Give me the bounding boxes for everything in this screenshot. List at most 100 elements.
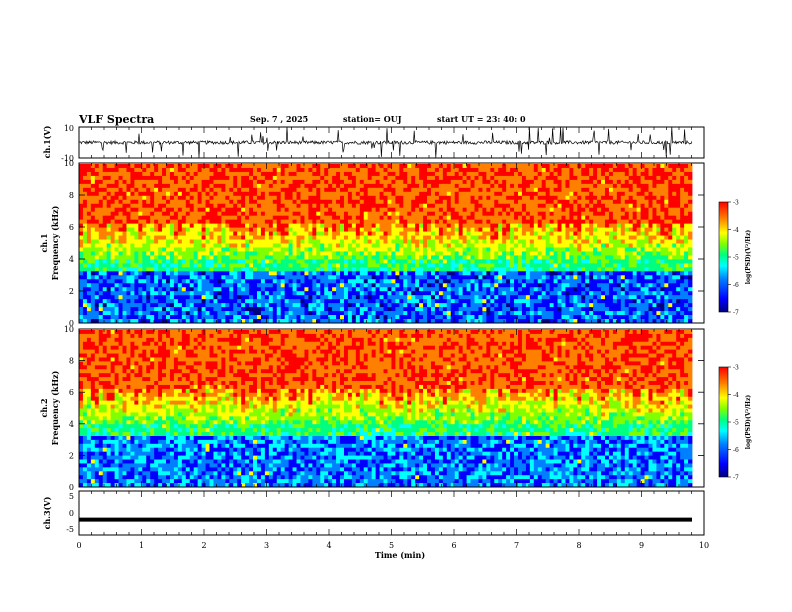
- spectrogram-cell: [660, 283, 665, 288]
- spectrogram-cell: [597, 283, 602, 288]
- spectrogram-cell: [138, 271, 143, 276]
- spectrogram-cell: [462, 271, 467, 276]
- spectrogram-cell: [533, 167, 539, 173]
- spectrogram-cell: [185, 171, 191, 177]
- spectrogram-cell: [514, 263, 519, 268]
- spectrogram-cell: [561, 251, 566, 256]
- spectrogram-cell: [438, 203, 444, 209]
- spectrogram-cell: [612, 271, 618, 276]
- spectrogram-cell: [308, 175, 313, 181]
- spectrogram-cell: [442, 211, 448, 217]
- spectrogram-cell: [343, 215, 349, 221]
- spectrogram-cell: [241, 283, 246, 288]
- spectrogram-cell: [122, 279, 127, 284]
- spectrogram-cell: [557, 267, 562, 272]
- spectrogram-cell: [379, 259, 384, 264]
- spectrogram-cell: [664, 279, 669, 284]
- spectrogram-cell: [395, 227, 400, 232]
- spectrogram-cell: [407, 195, 412, 201]
- spectrogram-cell: [533, 283, 539, 288]
- spectrogram-cell: [510, 247, 515, 252]
- spectrogram-cell: [288, 287, 293, 292]
- spectrogram-cell: [660, 267, 665, 272]
- spectrogram-cell: [379, 175, 384, 181]
- spectrogram-cell: [343, 187, 349, 193]
- spectrogram-cell: [256, 279, 262, 284]
- spectrogram-cell: [415, 267, 420, 272]
- spectrogram-cell: [90, 167, 96, 173]
- spectrogram-cell: [272, 247, 278, 252]
- spectrogram-cell: [668, 164, 673, 169]
- spectrogram-cell: [656, 283, 661, 288]
- spectrogram-cell: [162, 243, 167, 248]
- spectrogram-cell: [545, 255, 551, 260]
- spectrogram-cell: [668, 287, 673, 292]
- spectrogram-cell: [644, 187, 649, 193]
- spectrogram-cell: [166, 211, 171, 217]
- spectrogram-cell: [146, 171, 151, 177]
- spectrogram-cell: [486, 215, 491, 221]
- spectrogram-cell: [343, 231, 349, 236]
- spectrogram-cell: [110, 187, 115, 193]
- spectrogram-cell: [359, 199, 365, 205]
- spectrogram-cell: [94, 203, 100, 209]
- spectrogram-cell: [577, 179, 582, 185]
- spectrogram-cell: [533, 267, 539, 272]
- spectrogram-cell: [79, 263, 84, 268]
- spectrogram-cell: [383, 195, 388, 201]
- spectrogram-cell: [355, 191, 361, 197]
- spectrogram-cell: [82, 275, 88, 280]
- spectrogram-cell: [332, 191, 337, 197]
- spectrogram-cell: [343, 263, 349, 268]
- spectrogram-cell: [126, 167, 131, 173]
- spectrogram-cell: [545, 219, 551, 225]
- spectrogram-cell: [296, 179, 301, 185]
- spectrogram-cell: [525, 259, 531, 264]
- spectrogram-cell: [438, 207, 444, 213]
- spectrogram-cell: [387, 207, 392, 213]
- spectrogram-cell: [126, 223, 131, 229]
- spectrogram-cell: [640, 171, 645, 177]
- spectrogram-cell: [577, 267, 582, 272]
- spectrogram-cell: [280, 231, 286, 236]
- spectrogram-cell: [375, 227, 380, 232]
- spectrogram-cell: [221, 199, 226, 205]
- spectrogram-cell: [126, 207, 131, 213]
- spectrogram-cell: [249, 164, 254, 169]
- spectrogram-cell: [114, 263, 119, 268]
- spectrogram-cell: [324, 231, 329, 236]
- spectrogram-cell: [581, 195, 586, 201]
- spectrogram-cell: [498, 227, 503, 232]
- spectrogram-cell: [478, 263, 483, 268]
- spectrogram-cell: [549, 227, 554, 232]
- spectrogram-cell: [336, 187, 341, 193]
- spectrogram-cell: [624, 179, 630, 185]
- spectrogram-cell: [126, 231, 131, 236]
- spectrogram-cell: [193, 207, 199, 213]
- spectrogram-cell: [676, 275, 681, 280]
- spectrogram-cell: [209, 215, 214, 221]
- spectrogram-cell: [166, 267, 171, 272]
- spectrogram-cell: [502, 243, 507, 248]
- spectrogram-cell: [351, 227, 357, 232]
- spectrogram-cell: [86, 267, 92, 272]
- spectrogram-cell: [181, 291, 187, 296]
- spectrogram-cell: [142, 223, 147, 229]
- spectrogram-cell: [628, 203, 634, 209]
- spectrogram-cell: [462, 247, 467, 252]
- spectrogram-cell: [371, 243, 377, 248]
- spectrogram-cell: [79, 243, 84, 248]
- spectrogram-cell: [684, 287, 689, 292]
- spectrogram-cell: [332, 199, 337, 205]
- spectrogram-cell: [280, 275, 286, 280]
- spectrogram-cell: [336, 231, 341, 236]
- spectrogram-cell: [581, 239, 586, 244]
- spectrogram-cell: [193, 263, 199, 268]
- spectrogram-cell: [628, 279, 634, 284]
- spectrogram-cell: [601, 171, 606, 177]
- spectrogram-cell: [510, 271, 515, 276]
- spectrogram-cell: [525, 219, 531, 225]
- spectrogram-cell: [237, 183, 242, 189]
- spectrogram-cell: [193, 271, 199, 276]
- spectrogram-cell: [181, 239, 187, 244]
